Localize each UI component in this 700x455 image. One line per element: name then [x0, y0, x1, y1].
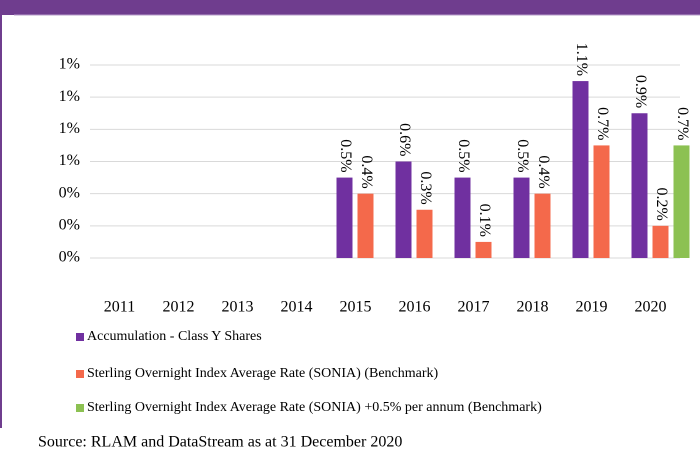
- bar: [631, 113, 648, 258]
- bar: [336, 177, 353, 258]
- y-tick-label: 1%: [59, 88, 80, 105]
- x-tick-label: 2014: [281, 299, 313, 316]
- data-label: 0.4%: [535, 155, 552, 188]
- legend-swatch: [76, 333, 84, 341]
- data-label: 0.7%: [674, 107, 691, 140]
- bar: [416, 209, 433, 258]
- legend-label: Sterling Overnight Index Average Rate (S…: [87, 400, 542, 415]
- bar: [572, 81, 589, 258]
- legend-label: Accumulation - Class Y Shares: [87, 329, 262, 344]
- legend-swatch: [76, 404, 84, 412]
- x-tick-label: 2020: [635, 299, 667, 316]
- data-label: 0.2%: [653, 188, 670, 221]
- data-label: 0.5%: [514, 139, 531, 172]
- bar: [534, 193, 551, 258]
- legend-swatch: [76, 370, 84, 378]
- x-tick-label: 2019: [576, 299, 608, 316]
- bar: [475, 241, 492, 258]
- x-tick-label: 2016: [399, 299, 431, 316]
- data-label: 1.1%: [573, 43, 590, 76]
- y-tick-label: 1%: [59, 56, 80, 73]
- data-label: 0.4%: [358, 155, 375, 188]
- y-tick-label: 1%: [59, 120, 80, 137]
- data-label: 0.3%: [417, 171, 434, 204]
- x-tick-label: 2017: [458, 299, 490, 316]
- x-tick-label: 2012: [163, 299, 195, 316]
- x-tick-label: 2015: [340, 299, 372, 316]
- y-tick-label: 1%: [59, 152, 80, 169]
- x-tick-label: 2018: [517, 299, 549, 316]
- bar: [673, 145, 690, 258]
- bar: [395, 161, 412, 258]
- y-tick-label: 0%: [59, 184, 80, 201]
- x-tick-label: 2013: [222, 299, 254, 316]
- legend-label: Sterling Overnight Index Average Rate (S…: [87, 366, 439, 381]
- bar: [357, 193, 374, 258]
- header-bar: [0, 0, 700, 15]
- y-tick-label: 0%: [59, 217, 80, 234]
- data-label: 0.1%: [476, 204, 493, 237]
- data-label: 0.6%: [396, 123, 413, 156]
- bar: [652, 225, 669, 258]
- x-tick-label: 2011: [104, 299, 135, 316]
- y-tick-label: 0%: [59, 249, 80, 266]
- data-label: 0.5%: [337, 139, 354, 172]
- bar: [513, 177, 530, 258]
- data-label: 0.9%: [632, 75, 649, 108]
- bar: [593, 145, 610, 258]
- source-note: Source: RLAM and DataStream as at 31 Dec…: [38, 434, 402, 451]
- data-label: 0.7%: [594, 107, 611, 140]
- data-label: 0.5%: [455, 139, 472, 172]
- bar: [454, 177, 471, 258]
